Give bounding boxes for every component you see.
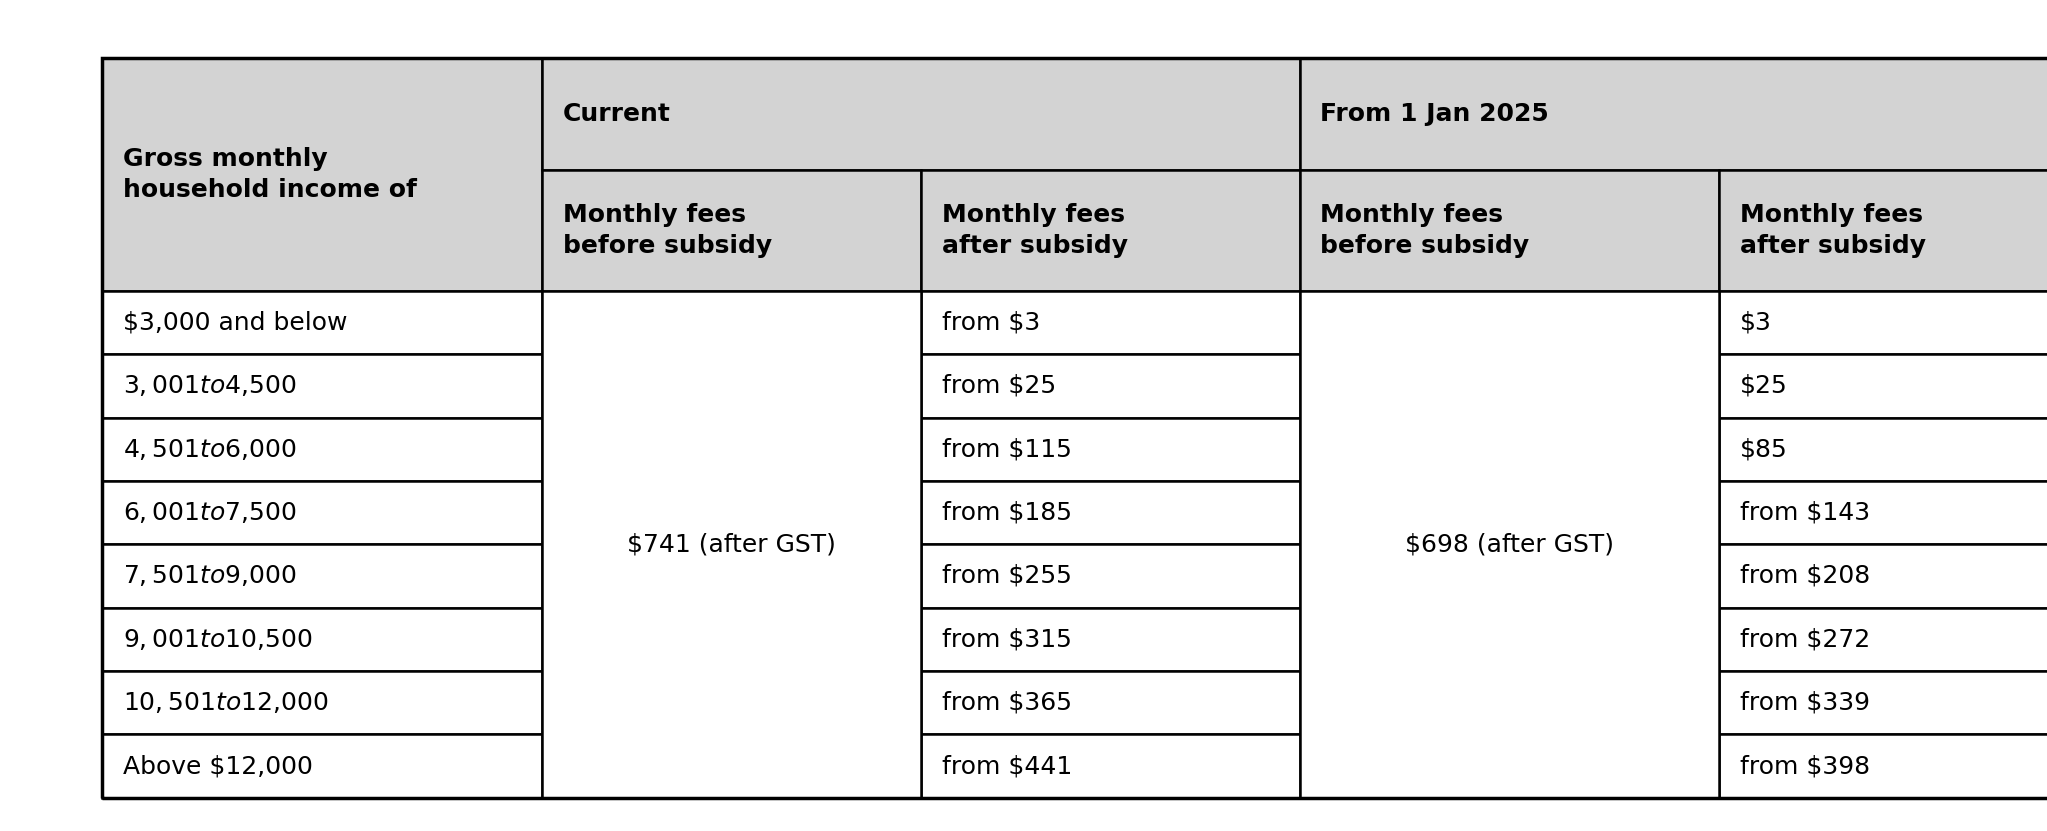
Text: $10,501 to $12,000: $10,501 to $12,000 bbox=[123, 691, 328, 715]
Text: $741 (after GST): $741 (after GST) bbox=[626, 533, 837, 556]
Text: $3,000 and below: $3,000 and below bbox=[123, 311, 348, 335]
Text: Monthly fees
after subsidy: Monthly fees after subsidy bbox=[1740, 203, 1926, 258]
Bar bbox=[921, 417, 1300, 481]
Text: from $185: from $185 bbox=[942, 500, 1073, 524]
Bar bbox=[102, 417, 542, 481]
Bar bbox=[102, 607, 542, 671]
Text: Gross monthly
household income of: Gross monthly household income of bbox=[123, 147, 418, 202]
Text: $25: $25 bbox=[1740, 374, 1787, 398]
Text: from $255: from $255 bbox=[942, 564, 1071, 588]
Text: $4,501 to $6,000: $4,501 to $6,000 bbox=[123, 437, 297, 462]
Bar bbox=[1300, 58, 2047, 170]
Text: from $143: from $143 bbox=[1740, 500, 1871, 524]
Text: Monthly fees
before subsidy: Monthly fees before subsidy bbox=[563, 203, 772, 258]
Text: Current: Current bbox=[563, 102, 671, 126]
Text: $3: $3 bbox=[1740, 311, 1773, 335]
Bar bbox=[921, 544, 1300, 607]
Text: from $339: from $339 bbox=[1740, 691, 1871, 715]
Text: $6,001 to $7,500: $6,001 to $7,500 bbox=[123, 500, 297, 525]
Bar bbox=[1300, 170, 1719, 291]
Bar bbox=[1719, 481, 2047, 544]
Text: from $398: from $398 bbox=[1740, 754, 1871, 778]
Bar bbox=[1719, 354, 2047, 417]
Bar bbox=[1719, 170, 2047, 291]
Bar bbox=[1719, 291, 2047, 354]
Bar bbox=[102, 58, 2047, 798]
Text: from $272: from $272 bbox=[1740, 627, 1871, 652]
Text: Monthly fees
after subsidy: Monthly fees after subsidy bbox=[942, 203, 1128, 258]
Text: from $3: from $3 bbox=[942, 311, 1040, 335]
Bar bbox=[102, 671, 542, 735]
Text: from $115: from $115 bbox=[942, 437, 1071, 461]
Bar bbox=[921, 671, 1300, 735]
Bar bbox=[1300, 291, 1719, 798]
Bar bbox=[1719, 544, 2047, 607]
Text: from $315: from $315 bbox=[942, 627, 1071, 652]
Text: from $208: from $208 bbox=[1740, 564, 1871, 588]
Bar bbox=[1719, 607, 2047, 671]
Bar bbox=[102, 481, 542, 544]
Bar bbox=[1719, 671, 2047, 735]
Bar bbox=[921, 170, 1300, 291]
Text: $3,001 to $4,500: $3,001 to $4,500 bbox=[123, 373, 297, 398]
Text: $698 (after GST): $698 (after GST) bbox=[1404, 533, 1615, 556]
Text: from $441: from $441 bbox=[942, 754, 1073, 778]
Bar bbox=[102, 58, 542, 291]
Text: $7,501 to $9,000: $7,501 to $9,000 bbox=[123, 563, 297, 588]
Bar bbox=[921, 735, 1300, 798]
Bar bbox=[542, 58, 1300, 170]
Bar bbox=[102, 354, 542, 417]
Text: Above $12,000: Above $12,000 bbox=[123, 754, 313, 778]
Bar bbox=[1719, 417, 2047, 481]
Bar bbox=[921, 354, 1300, 417]
Bar bbox=[102, 735, 542, 798]
Bar bbox=[921, 481, 1300, 544]
Bar bbox=[542, 170, 921, 291]
Bar bbox=[102, 291, 542, 354]
Bar bbox=[542, 291, 921, 798]
Bar bbox=[921, 291, 1300, 354]
Text: From 1 Jan 2025: From 1 Jan 2025 bbox=[1320, 102, 1550, 126]
Text: $9,001 to $10,500: $9,001 to $10,500 bbox=[123, 627, 313, 652]
Bar bbox=[102, 544, 542, 607]
Text: from $365: from $365 bbox=[942, 691, 1073, 715]
Text: from $25: from $25 bbox=[942, 374, 1056, 398]
Text: Monthly fees
before subsidy: Monthly fees before subsidy bbox=[1320, 203, 1529, 258]
Bar bbox=[921, 607, 1300, 671]
Text: $85: $85 bbox=[1740, 437, 1787, 461]
Bar bbox=[1719, 735, 2047, 798]
